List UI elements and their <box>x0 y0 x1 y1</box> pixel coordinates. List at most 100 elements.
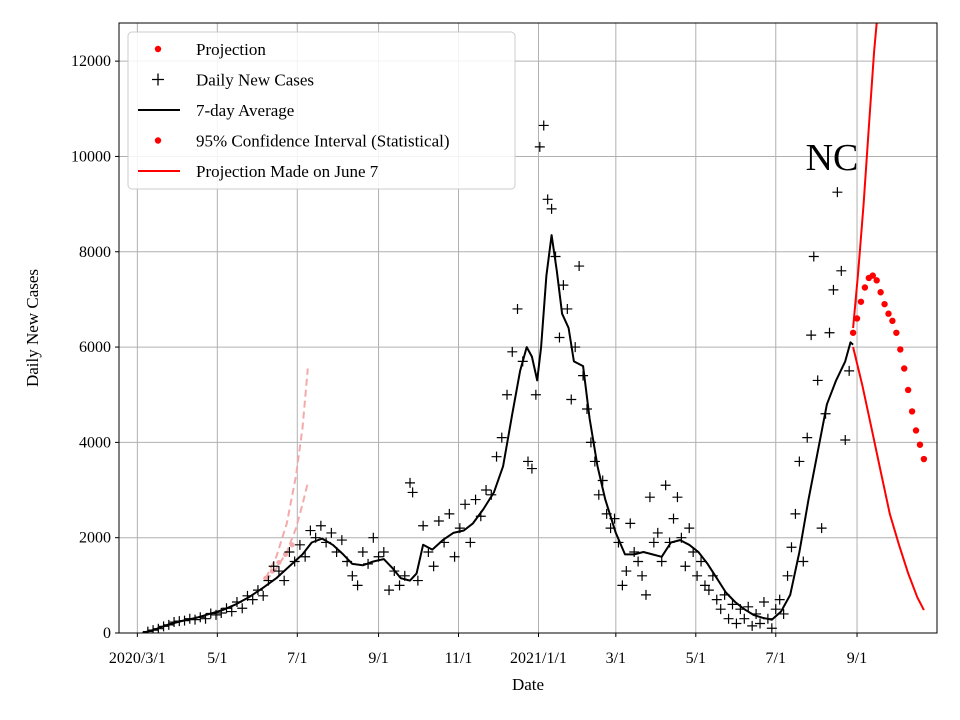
data-point <box>688 546 699 557</box>
plot-frame <box>118 22 938 634</box>
data-point <box>707 570 718 581</box>
data-point <box>901 365 908 372</box>
data-point <box>470 494 481 505</box>
legend-item: Daily New Cases <box>152 71 314 90</box>
data-point <box>849 329 857 336</box>
data-point <box>284 546 295 557</box>
legend-dot-icon <box>154 137 162 144</box>
data-point <box>523 456 533 467</box>
data-point <box>873 277 880 284</box>
data-point <box>142 626 153 633</box>
x-axis: 2020/3/1 5/1 7/1 9/1 11/1 2021/1/1 3/1 5/1 7/1 9/… <box>109 633 867 667</box>
data-point <box>802 432 813 443</box>
data-point <box>310 532 321 543</box>
data-point <box>526 463 537 474</box>
legend-label: 95% Confidence Interval (Statistical) <box>196 132 450 151</box>
data-point <box>621 566 632 577</box>
data-point <box>861 284 869 291</box>
data-point <box>412 575 423 586</box>
data-point <box>263 575 269 581</box>
data-point <box>315 520 326 531</box>
data-point <box>790 508 801 519</box>
data-point <box>373 551 384 562</box>
series-projection-made-on-june-7-dots <box>263 542 295 581</box>
data-point <box>305 525 316 536</box>
data-point <box>676 532 687 543</box>
series-projection <box>849 272 928 463</box>
data-point <box>585 437 596 448</box>
data-point <box>711 594 722 605</box>
data-point <box>916 441 924 448</box>
data-point <box>300 551 311 562</box>
y-axis: 0 2000 4000 6000 8000 10000 12000 <box>71 53 119 642</box>
state-annotation: NC <box>806 137 859 179</box>
legend-label: Projection <box>196 40 266 59</box>
series-layer <box>142 23 928 633</box>
data-point <box>481 485 492 496</box>
data-point <box>407 487 418 498</box>
data-point <box>617 580 628 591</box>
data-point <box>885 310 892 317</box>
data-point <box>221 603 232 614</box>
data-point <box>428 561 439 572</box>
data-point <box>226 606 237 617</box>
data-point <box>258 590 269 601</box>
x-tick-label: 5/1 <box>207 650 227 667</box>
data-point <box>735 604 746 615</box>
data-point <box>554 332 565 343</box>
data-point <box>739 613 750 624</box>
data-point <box>566 394 577 405</box>
data-point <box>542 194 553 205</box>
legend-label: 7-day Average <box>196 101 294 120</box>
data-point <box>853 315 861 322</box>
data-point <box>347 570 358 581</box>
y-tick-label: 10000 <box>71 148 111 165</box>
data-point <box>342 556 353 567</box>
data-point <box>550 251 561 262</box>
y-tick-label: 2000 <box>79 530 111 547</box>
data-point <box>512 303 523 314</box>
data-point <box>912 427 920 434</box>
data-point <box>613 537 624 548</box>
legend-item: 95% Confidence Interval (Statistical) <box>154 132 450 151</box>
data-point <box>169 617 180 628</box>
data-point <box>703 585 714 596</box>
data-point <box>774 594 785 605</box>
data-point <box>589 456 600 467</box>
data-point <box>723 613 734 624</box>
data-point <box>692 570 703 581</box>
data-point <box>798 556 809 567</box>
data-point <box>205 608 216 619</box>
data-point <box>581 404 592 415</box>
data-point <box>605 523 616 534</box>
data-point <box>766 623 777 633</box>
data-point <box>889 317 896 325</box>
data-point <box>384 585 395 596</box>
legend-label: Daily New Cases <box>196 71 314 90</box>
data-point <box>562 303 573 314</box>
series-95-confidence-interval-statistical-upper <box>852 23 878 329</box>
legend-item: Projection Made on June 7 <box>138 162 379 181</box>
data-point <box>289 556 300 567</box>
data-point <box>331 546 342 557</box>
x-axis-label: Date <box>512 675 544 694</box>
data-point <box>496 432 507 443</box>
x-tick-label: 3/1 <box>606 650 626 667</box>
data-point <box>770 604 781 615</box>
data-point <box>486 489 497 500</box>
data-point <box>195 612 206 623</box>
y-tick-label: 4000 <box>79 434 111 451</box>
data-point <box>660 480 671 491</box>
data-point <box>747 620 758 631</box>
legend: Projection Daily New Cases 7-day Average 95… <box>127 31 516 190</box>
data-point <box>276 559 282 566</box>
legend-frame <box>127 31 516 190</box>
data-point <box>637 570 648 581</box>
data-point <box>824 327 835 338</box>
data-point <box>806 330 817 341</box>
data-point <box>778 608 789 619</box>
data-point <box>758 597 769 608</box>
data-point <box>399 570 410 581</box>
data-point <box>828 284 839 295</box>
